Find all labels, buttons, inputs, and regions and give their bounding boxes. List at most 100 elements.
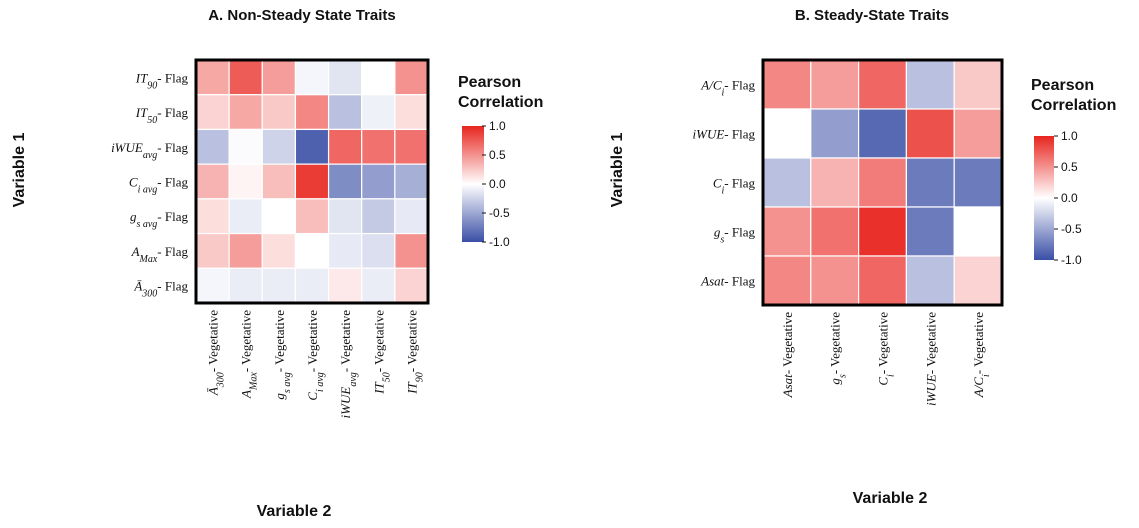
panel-b-column-label-subscript: i (885, 374, 896, 377)
panel-b-row-label-subscript: i (722, 87, 725, 98)
panel-a-row-label-subscript: s avg (136, 219, 157, 230)
panel-a-row-label-var: A (131, 244, 140, 259)
panel-a-column-label-subscript: 90 (414, 372, 425, 382)
panel-a-xlabel: Variable 2 (257, 503, 332, 520)
panel-a-column-label-subscript: s avg (281, 372, 292, 393)
panel-b-row-label-suffix: - Flag (724, 127, 755, 142)
panel-a-cell-r4-c4 (327, 198, 363, 235)
panel-b-row-label-var: iWUE (693, 127, 725, 142)
panel-a-colorbar-tick-label: -0.5 (489, 206, 510, 220)
panel-b-cell-r1-c3 (905, 108, 955, 159)
panel-b-cell-r3-c1 (810, 206, 860, 257)
panel-a-cell-r2-c4 (327, 128, 363, 165)
panel-a-row-label-suffix: - Flag (157, 244, 188, 259)
panel-b-row-label-var: C (713, 176, 722, 191)
panel-a-colorbar-ticks: 1.0 0.5 0.0 -0.5 -1.0 (482, 119, 510, 249)
panel-a-column-label-var: IT (371, 381, 386, 394)
panel-a-cell-r6-c6 (394, 267, 429, 304)
panel-a-column-label-var: Ā (206, 387, 221, 396)
panel-b-colorbar-tick-label: 0.0 (1061, 191, 1078, 205)
panel-a-row-label-suffix: - Flag (157, 140, 188, 155)
panel-a-cell-r3-c6 (394, 163, 429, 200)
panel-a-colorbar-tick-label: -1.0 (489, 235, 510, 249)
panel-b-cell-r2-c0 (762, 157, 812, 208)
panel-b-title: B. Steady-State Traits (795, 7, 949, 24)
panel-a-cell-r5-c4 (327, 232, 363, 269)
panel-a-row-label-subscript: Max (139, 253, 158, 264)
panel-a-column-label-var: g (272, 393, 287, 400)
panel-a-row-label-suffix: - Flag (157, 209, 188, 224)
panel-a-cell-r3-c0 (195, 163, 230, 200)
panel-a-cell-r5-c1 (228, 232, 263, 269)
panel-a-cells (195, 59, 429, 304)
panel-a-cell-r4-c3 (294, 198, 330, 235)
panel-a-row-label-var: iWUE (111, 140, 143, 155)
panel-a-row-label: AMax- Flag (131, 244, 189, 265)
panel-a-cell-r5-c2 (261, 232, 297, 269)
panel-a-cell-r2-c0 (195, 128, 230, 165)
panel-a: A. Non-Steady State Traits Variable 1 Va… (11, 7, 543, 520)
panel-b-cells (762, 59, 1003, 306)
panel-a-cell-r3-c3 (294, 163, 330, 200)
panel-b-ylabel: Variable 1 (609, 133, 626, 208)
panel-a-column-label: gs avg- Vegetative (272, 310, 293, 400)
panel-b-cell-r4-c3 (905, 255, 955, 306)
panel-b-cell-r2-c3 (905, 157, 955, 208)
panel-a-row-label-var: C (129, 175, 138, 190)
panel-a-row-label-var: IT (135, 70, 148, 85)
panel-b-row-label-subscript: s (720, 234, 724, 245)
panel-b-cell-r1-c2 (857, 108, 907, 159)
panel-b-xlabel: Variable 2 (853, 490, 928, 507)
panel-b-cell-r4-c2 (857, 255, 907, 306)
panel-b-column-label: iWUE- Vegetative (923, 312, 938, 406)
panel-a-cell-r1-c0 (195, 94, 230, 131)
panel-a-row-label: Ci avg- Flag (129, 175, 189, 196)
panel-a-row-label-var: Ā (133, 279, 142, 294)
panel-b-row-label: iWUE- Flag (693, 127, 756, 142)
panel-a-title: A. Non-Steady State Traits (208, 7, 396, 24)
panel-b-column-label: A/Ci- Vegetative (971, 312, 992, 398)
panel-a-cell-r2-c6 (394, 128, 429, 165)
panel-b-row-label-subscript: i (722, 185, 725, 196)
panel-a-colorbar-tick-label: 0.5 (489, 148, 506, 162)
panel-a-row-label-suffix: - Flag (157, 70, 188, 85)
panel-a-row-label-subscript: 300 (141, 288, 157, 299)
panel-a-cell-r3-c2 (261, 163, 297, 200)
panel-a-row-label: IT50- Flag (135, 105, 189, 126)
panel-a-cell-r0-c3 (294, 59, 330, 96)
panel-a-cell-r0-c2 (261, 59, 297, 96)
panel-a-cell-r1-c5 (361, 94, 396, 131)
panel-b-colorbar-tick-label: -0.5 (1061, 222, 1082, 236)
panel-b-colorbar-tick-label: 0.5 (1061, 160, 1078, 174)
panel-a-column-label-var: C (305, 392, 320, 401)
panel-a-cell-r0-c1 (228, 59, 263, 96)
panel-a-cell-r3-c1 (228, 163, 263, 200)
panel-b-row-label-var: g (714, 225, 721, 240)
panel-a-frame (194, 58, 430, 305)
panel-a-cell-r0-c5 (361, 59, 396, 96)
panel-b: B. Steady-State Traits Variable 1 Variab… (609, 7, 1116, 507)
panel-a-column-label: Ci avg- Vegetative (305, 310, 326, 401)
panel-b-row-label-suffix: - Flag (724, 78, 755, 93)
panel-a-column-label-suffix: - Vegetative (239, 310, 254, 372)
panel-a-column-label-suffix: - Vegetative (272, 310, 287, 372)
panel-b-row-label: gs- Flag (714, 225, 756, 246)
panel-a-cell-r1-c6 (394, 94, 429, 131)
panel-a-colorbar-tick-label: 0.0 (489, 177, 506, 191)
panel-b-cell-r0-c3 (905, 59, 955, 110)
panel-a-cell-r2-c1 (228, 128, 263, 165)
panel-a-cell-r2-c3 (294, 128, 330, 165)
panel-b-cell-r1-c1 (810, 108, 860, 159)
panel-b-column-label-subscript: i (981, 374, 992, 377)
panel-a-row-label: gs avg- Flag (130, 209, 189, 230)
panel-a-row-label-subscript: i avg (138, 184, 158, 195)
panel-a-column-label: IT90- Vegetative (404, 310, 425, 395)
panel-a-cell-r5-c6 (394, 232, 429, 269)
panel-a-cell-r6-c1 (228, 267, 263, 304)
panel-a-cell-r6-c4 (327, 267, 363, 304)
panel-b-column-label-var: A/C (971, 377, 986, 399)
panel-a-cell-r1-c2 (261, 94, 297, 131)
